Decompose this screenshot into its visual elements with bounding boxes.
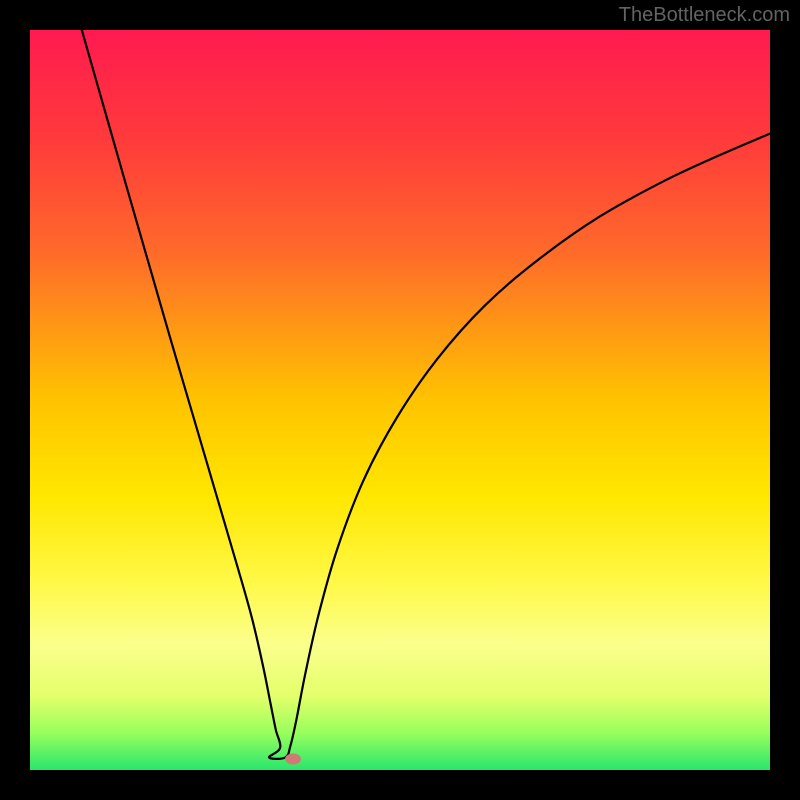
curve-path — [82, 30, 770, 759]
bottleneck-curve — [30, 30, 770, 770]
watermark-text: TheBottleneck.com — [619, 4, 790, 27]
vertex-marker — [285, 753, 301, 764]
plot-area — [30, 30, 770, 770]
